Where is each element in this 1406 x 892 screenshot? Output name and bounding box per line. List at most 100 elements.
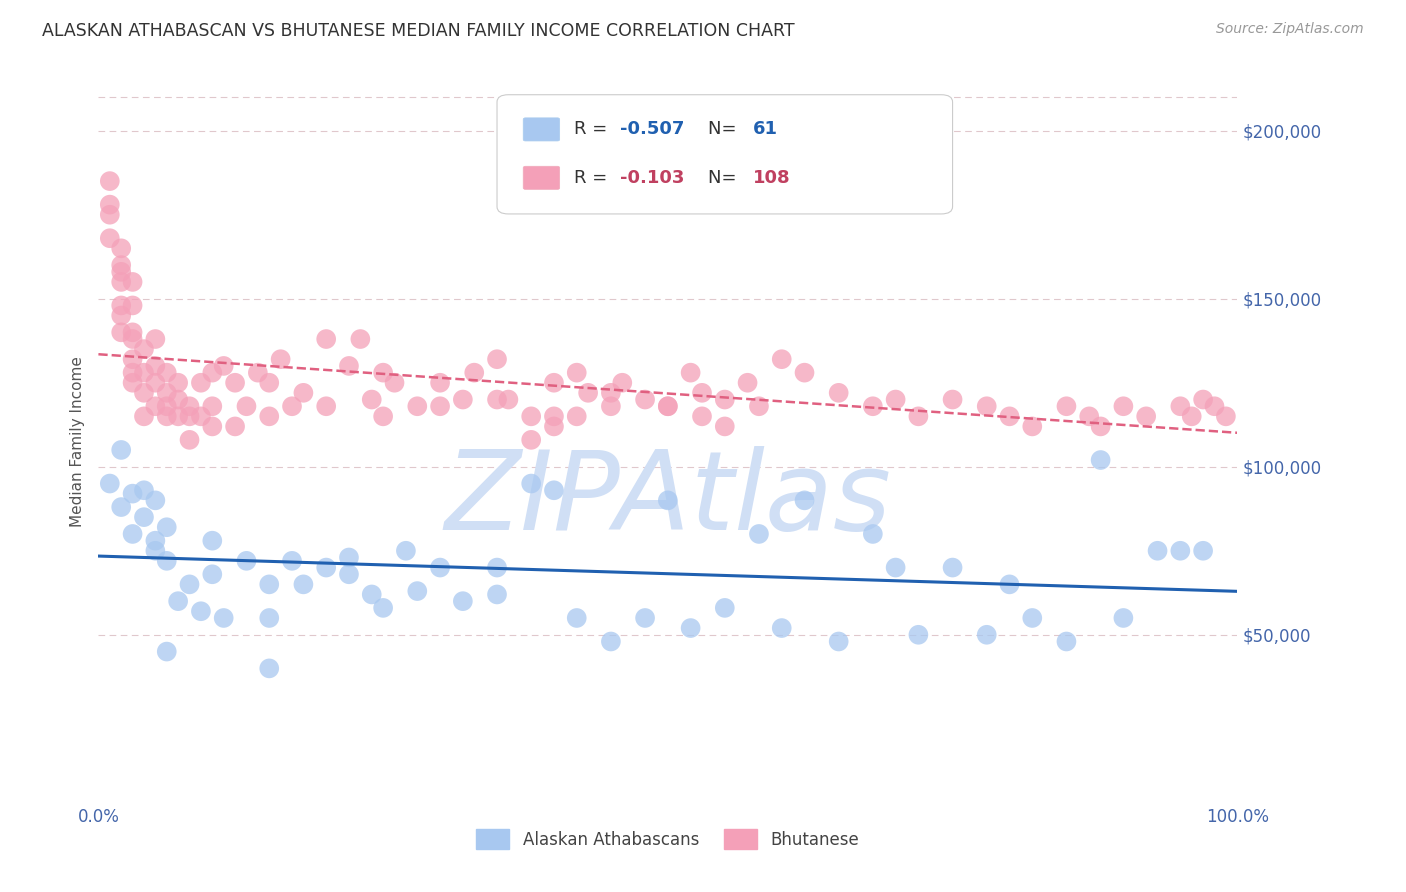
Point [156,366,179,380]
Text: R =: R = [575,169,613,186]
Point [737,376,759,390]
Point [1021,611,1043,625]
Point [121,527,143,541]
Point [121,298,143,312]
Point [657,399,679,413]
Point [121,352,143,367]
Point [463,366,485,380]
Point [98,197,121,211]
Point [224,376,246,390]
Point [828,385,851,400]
Point [201,533,224,548]
Point [132,409,155,424]
Point [110,309,132,323]
Point [998,577,1021,591]
Point [429,376,451,390]
Point [167,594,190,608]
Point [156,554,179,568]
Point [1192,543,1215,558]
Point [565,409,588,424]
Point [156,409,179,424]
Point [770,621,793,635]
Point [224,419,246,434]
Point [110,500,132,514]
FancyBboxPatch shape [523,166,560,189]
Point [167,376,190,390]
Point [201,399,224,413]
Point [179,399,201,413]
Point [98,208,121,222]
Point [884,392,907,407]
Point [371,600,394,615]
Point [942,392,965,407]
Point [1090,419,1112,434]
Point [167,409,190,424]
Point [121,376,143,390]
Point [565,611,588,625]
Point [600,385,623,400]
Point [612,376,634,390]
FancyBboxPatch shape [523,118,560,141]
Point [132,366,155,380]
Point [1204,399,1226,413]
Point [998,409,1021,424]
Point [190,376,212,390]
Point [246,366,269,380]
Point [292,577,315,591]
Point [190,409,212,424]
Point [145,399,167,413]
Point [156,520,179,534]
Point [212,359,235,373]
Point [270,352,292,367]
Point [690,385,713,400]
Point [98,231,121,245]
Point [167,392,190,407]
Point [657,493,679,508]
Text: -0.507: -0.507 [620,120,685,138]
Point [634,392,657,407]
Point [179,433,201,447]
Point [110,258,132,272]
Point [1090,453,1112,467]
Point [337,550,360,565]
Point [486,587,509,601]
Point [942,560,965,574]
Point [145,332,167,346]
Text: 61: 61 [754,120,779,138]
Point [292,385,315,400]
Point [543,483,565,498]
Point [201,567,224,582]
Point [600,634,623,648]
Point [451,392,474,407]
Point [190,604,212,618]
Point [520,476,543,491]
Point [179,577,201,591]
Point [543,376,565,390]
Point [145,359,167,373]
Point [748,399,770,413]
Point [600,399,623,413]
Point [486,392,509,407]
Point [657,399,679,413]
Point [714,419,737,434]
Point [976,628,998,642]
Point [259,611,281,625]
Point [145,543,167,558]
Point [110,298,132,312]
Point [406,584,429,599]
Point [110,442,132,457]
Point [690,409,713,424]
Point [212,611,235,625]
Point [132,385,155,400]
Point [121,332,143,346]
Point [121,275,143,289]
Point [337,359,360,373]
Point [235,399,257,413]
Point [1112,399,1135,413]
Point [679,621,702,635]
Point [451,594,474,608]
Point [1170,543,1192,558]
Point [1146,543,1168,558]
Point [576,385,599,400]
Point [132,483,155,498]
